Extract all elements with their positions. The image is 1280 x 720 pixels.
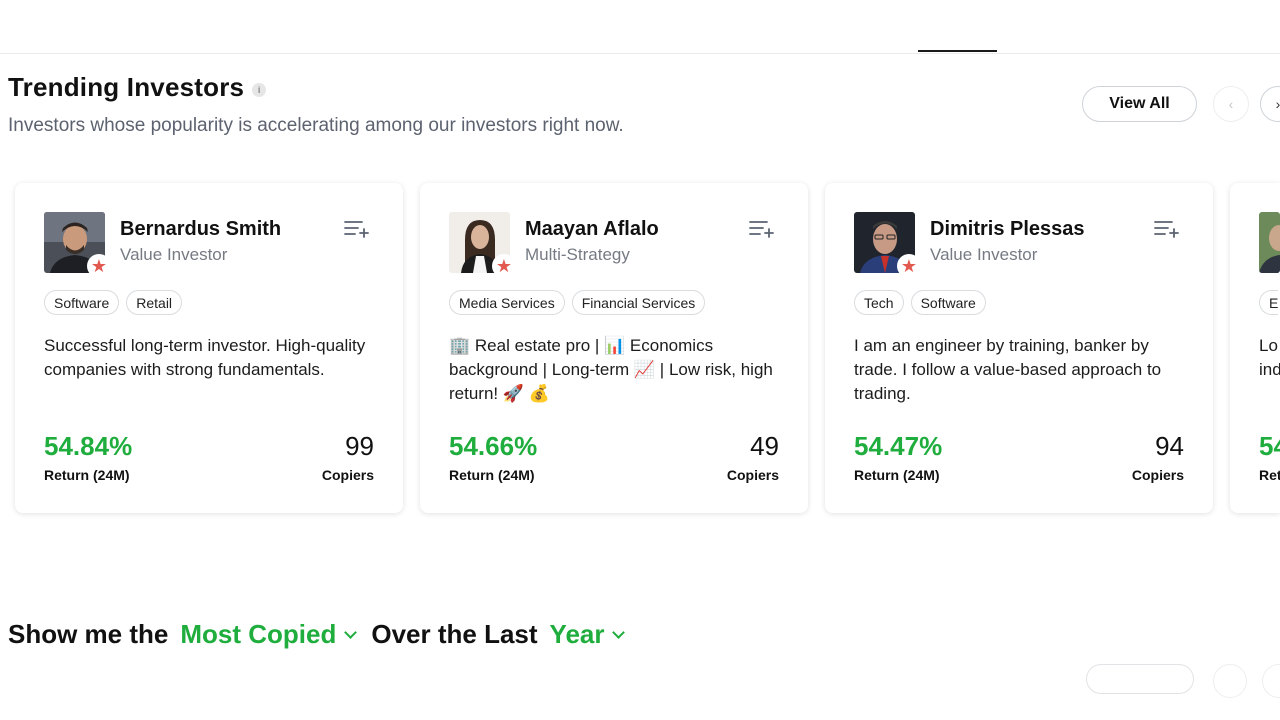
carousel-prev-button[interactable]: ‹ (1213, 86, 1249, 122)
return-label: Return (24M) (449, 467, 535, 483)
star-icon: ★ (897, 254, 921, 278)
chevron-left-icon: ‹ (1228, 96, 1234, 112)
metric-dropdown-value: Most Copied (180, 619, 337, 649)
copiers-label: Copiers (1131, 467, 1184, 483)
period-dropdown[interactable]: Year (549, 619, 626, 650)
copiers-value: 94 (1155, 431, 1184, 461)
return-value: 54.66% (449, 431, 538, 461)
metric-dropdown[interactable]: Most Copied (180, 619, 358, 650)
list-plus-icon[interactable] (748, 219, 774, 239)
view-all-button[interactable]: View All (1082, 86, 1197, 122)
investor-card[interactable]: ★ Dimitris Plessas Value Investor Tech S… (825, 183, 1213, 513)
copiers-label: Copiers (726, 467, 779, 483)
investor-card[interactable]: ★ Maayan Aflalo Multi-Strategy Media Ser… (420, 183, 808, 513)
investor-bio: Lo ind (1259, 336, 1280, 379)
active-tab-indicator (918, 50, 997, 52)
star-icon: ★ (87, 254, 111, 278)
copiers-value: 49 (750, 431, 779, 461)
filter-middle: Over the Last (371, 619, 538, 649)
tag[interactable]: Retail (126, 290, 183, 315)
tag[interactable]: Software (910, 290, 986, 315)
tag[interactable]: Software (44, 290, 120, 315)
chevron-down-icon (344, 625, 358, 639)
section-title: Trending Investors i (8, 72, 267, 103)
return-label: Return (24M) (854, 467, 940, 483)
return-label: Return (24M) (44, 467, 130, 483)
chevron-right-icon: › (1275, 96, 1280, 112)
chevron-down-icon (612, 625, 626, 639)
return-value: 54.47% (854, 431, 943, 461)
investor-strategy: Multi-Strategy (525, 245, 630, 264)
view-all-button-secondary[interactable] (1086, 664, 1194, 694)
investor-bio: 🏢 Real estate pro | 📊 Economics backgrou… (449, 336, 773, 403)
avatar[interactable] (1259, 212, 1280, 273)
info-icon[interactable]: i (252, 82, 267, 97)
tag[interactable]: Tech (854, 290, 904, 315)
tag-list: E (1259, 290, 1279, 315)
tag[interactable]: E (1259, 290, 1279, 315)
section-subtitle: Investors whose popularity is accelerati… (8, 115, 624, 136)
investor-strategy: Value Investor (120, 245, 228, 264)
list-plus-icon[interactable] (343, 219, 369, 239)
carousel-prev-button-secondary[interactable] (1213, 664, 1247, 698)
investor-card-partial[interactable]: E Lo ind 54 Ret (1230, 183, 1280, 513)
tag-list: Software Retail (44, 290, 183, 315)
investor-strategy: Value Investor (930, 245, 1038, 264)
return-label: Ret (1259, 467, 1280, 483)
investor-card[interactable]: ★ Bernardus Smith Value Investor Softwar… (15, 183, 403, 513)
copiers-label: Copiers (321, 467, 374, 483)
investor-bio: Successful long-term investor. High-qual… (44, 336, 366, 379)
tag-list: Media Services Financial Services (449, 290, 706, 315)
star-icon: ★ (492, 254, 516, 278)
top-bar (0, 0, 1280, 54)
avatar[interactable] (449, 212, 510, 273)
carousel-next-button[interactable]: › (1260, 86, 1280, 122)
filter-sentence: Show me the Most Copied Over the Last Ye… (8, 619, 626, 650)
filter-prefix: Show me the (8, 619, 169, 649)
investor-bio: I am an engineer by training, banker by … (854, 336, 1162, 403)
return-value: 54 (1259, 431, 1280, 461)
tag[interactable]: Media Services (449, 290, 565, 315)
section-title-text: Trending Investors (8, 72, 245, 102)
copiers-value: 99 (345, 431, 374, 461)
return-value: 54.84% (44, 431, 133, 461)
period-dropdown-value: Year (549, 619, 605, 649)
tag-list: Tech Software (854, 290, 986, 315)
investor-name[interactable]: Maayan Aflalo (525, 218, 659, 240)
tag[interactable]: Financial Services (571, 290, 706, 315)
list-plus-icon[interactable] (1153, 219, 1179, 239)
carousel-next-button-secondary[interactable] (1262, 664, 1280, 698)
investor-name[interactable]: Dimitris Plessas (930, 218, 1085, 240)
investor-name[interactable]: Bernardus Smith (120, 218, 282, 240)
